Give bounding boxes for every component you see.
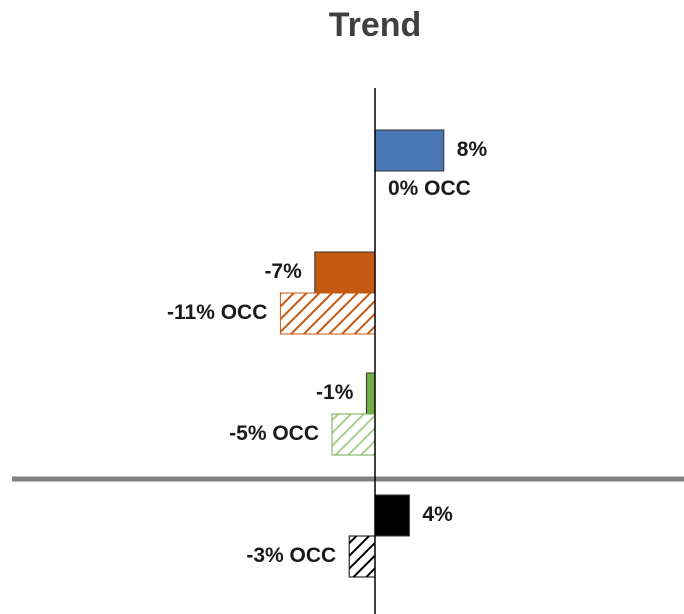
hatched-bar — [331, 413, 376, 456]
data-label: 4% — [422, 503, 453, 526]
data-label: -5% OCC — [229, 422, 319, 445]
hatched-bar — [348, 535, 376, 578]
bar — [374, 129, 445, 172]
data-label: -3% OCC — [246, 544, 336, 567]
data-label: -7% — [264, 260, 302, 283]
data-label: -11% OCC — [167, 301, 267, 324]
chart-title: Trend — [329, 6, 422, 44]
hatched-bar — [279, 292, 376, 335]
bar — [374, 494, 410, 537]
bar — [365, 372, 376, 415]
bar — [314, 251, 376, 294]
data-label: 0% OCC — [388, 177, 471, 200]
data-label: -1% — [316, 381, 354, 404]
data-label: 8% — [457, 138, 488, 161]
